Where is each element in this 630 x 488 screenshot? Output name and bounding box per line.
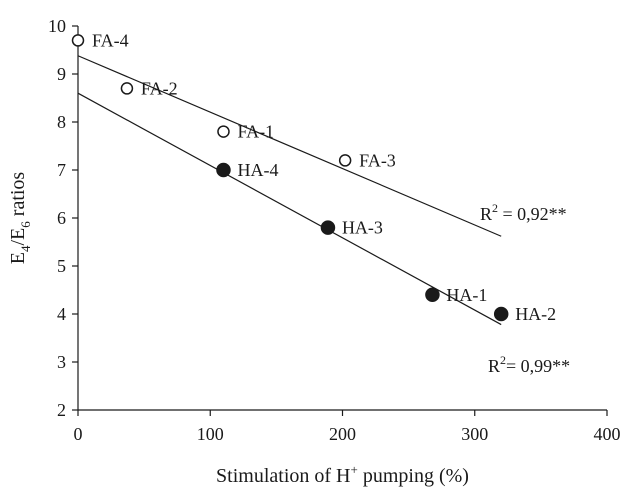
- y-axis-title-sub2: 6: [18, 221, 33, 228]
- r2-label: R2= 0,99**: [488, 353, 570, 376]
- fit-line: [77, 55, 502, 237]
- x-tick-label: 400: [594, 424, 621, 444]
- y-tick-label: 5: [57, 256, 66, 276]
- r2-value: = 0,99**: [506, 356, 570, 376]
- data-point: [320, 220, 336, 235]
- data-point: [425, 287, 440, 303]
- y-axis-title-e: E: [7, 252, 29, 264]
- y-tick-label: 6: [57, 208, 66, 228]
- data-points: [71, 34, 509, 322]
- data-point: [71, 34, 85, 47]
- x-tick-label: 0: [74, 424, 83, 444]
- y-tick-label: 2: [57, 400, 66, 420]
- y-tick-label: 10: [48, 16, 66, 36]
- r2-sup: 2: [500, 353, 506, 367]
- x-axis-title-sup: +: [351, 462, 358, 477]
- fit-line: [77, 92, 502, 326]
- data-point: [120, 82, 134, 95]
- y-ticks: 2 3 4 5 6 7 8 9 10: [48, 16, 78, 420]
- point-label: HA-2: [515, 304, 556, 324]
- point-label: HA-1: [446, 285, 487, 305]
- y-tick-label: 3: [57, 352, 66, 372]
- point-label: FA-4: [92, 30, 129, 50]
- point-label: HA-4: [237, 160, 278, 180]
- y-tick-label: 7: [57, 160, 66, 180]
- x-tick-label: 200: [329, 424, 356, 444]
- data-point: [216, 162, 231, 178]
- r2-value: = 0,92**: [498, 204, 567, 224]
- r2-sup: 2: [492, 201, 498, 215]
- point-label: FA-2: [141, 78, 178, 98]
- data-point: [493, 306, 509, 322]
- r2-prefix: R: [488, 356, 500, 376]
- point-label: FA-3: [359, 150, 396, 170]
- point-label: FA-1: [237, 122, 274, 142]
- fit-lines: [77, 55, 502, 326]
- y-tick-label: 4: [57, 304, 66, 324]
- r2-annotations: R2 = 0,92**R2= 0,99**: [480, 201, 570, 376]
- data-point: [338, 154, 352, 167]
- y-axis-title-sub1: 4: [18, 245, 33, 252]
- r2-prefix: R: [480, 204, 492, 224]
- x-axis-title-main: Stimulation of H: [216, 465, 350, 487]
- point-label: HA-3: [342, 218, 383, 238]
- y-tick-label: 8: [57, 112, 66, 132]
- x-axis-title-tail: pumping (%): [358, 465, 469, 487]
- data-point: [217, 125, 230, 138]
- point-labels: FA-4 FA-2 FA-1 FA-3 HA-4 HA-3 HA-1 HA-2: [92, 30, 556, 324]
- x-tick-label: 100: [197, 424, 224, 444]
- x-axis-title: Stimulation of H+ pumping (%): [216, 462, 469, 487]
- y-tick-label: 9: [57, 64, 66, 84]
- x-ticks: 0 100 200 300 400: [74, 410, 621, 444]
- y-axis-title: E4/E6 ratios: [7, 172, 33, 265]
- r2-label: R2 = 0,92**: [480, 201, 567, 224]
- x-tick-label: 300: [461, 424, 488, 444]
- y-axis-title-slash: /E: [7, 228, 29, 246]
- y-axis-title-tail: ratios: [7, 172, 29, 222]
